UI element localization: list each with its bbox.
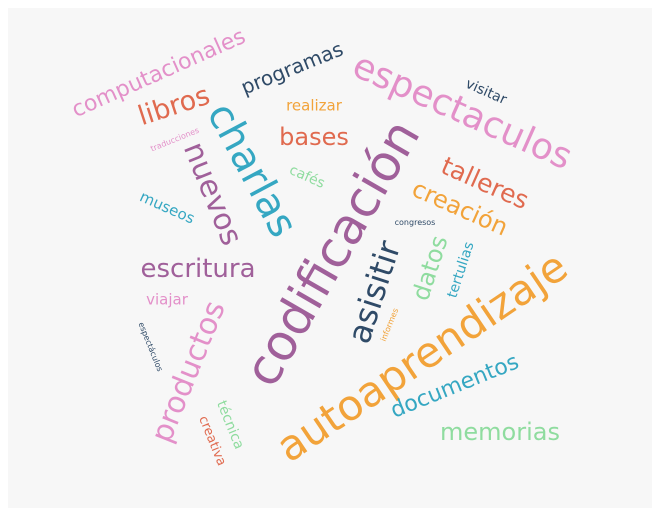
word-escritura: escritura (140, 254, 256, 284)
word-cloud-panel (8, 8, 652, 508)
word-realizar: realizar (286, 96, 342, 115)
word-viajar: viajar (146, 290, 188, 309)
word-memorias: memorias (440, 418, 560, 446)
word-bases: bases (279, 123, 349, 151)
word-congresos: congresos (394, 218, 436, 227)
